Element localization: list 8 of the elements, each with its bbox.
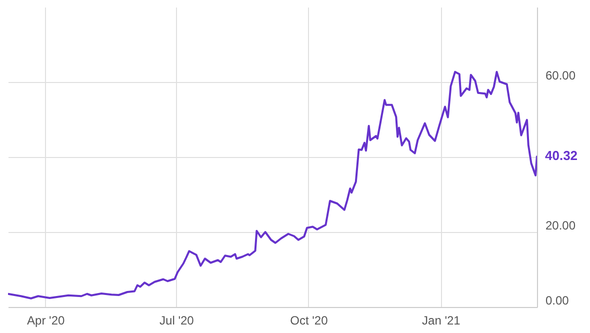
y-tick-label: 20.00 — [546, 218, 576, 232]
annotation: 40.32 — [545, 148, 578, 163]
x-tick-label: Jan '21 — [422, 314, 461, 328]
x-tick-label: Apr '20 — [27, 314, 66, 328]
x-tick-label: Oct '20 — [290, 314, 328, 328]
y-tick-label: 0.00 — [546, 294, 570, 308]
x-tick-label: Jul '20 — [160, 314, 194, 328]
y-tick-label: 60.00 — [546, 68, 576, 82]
